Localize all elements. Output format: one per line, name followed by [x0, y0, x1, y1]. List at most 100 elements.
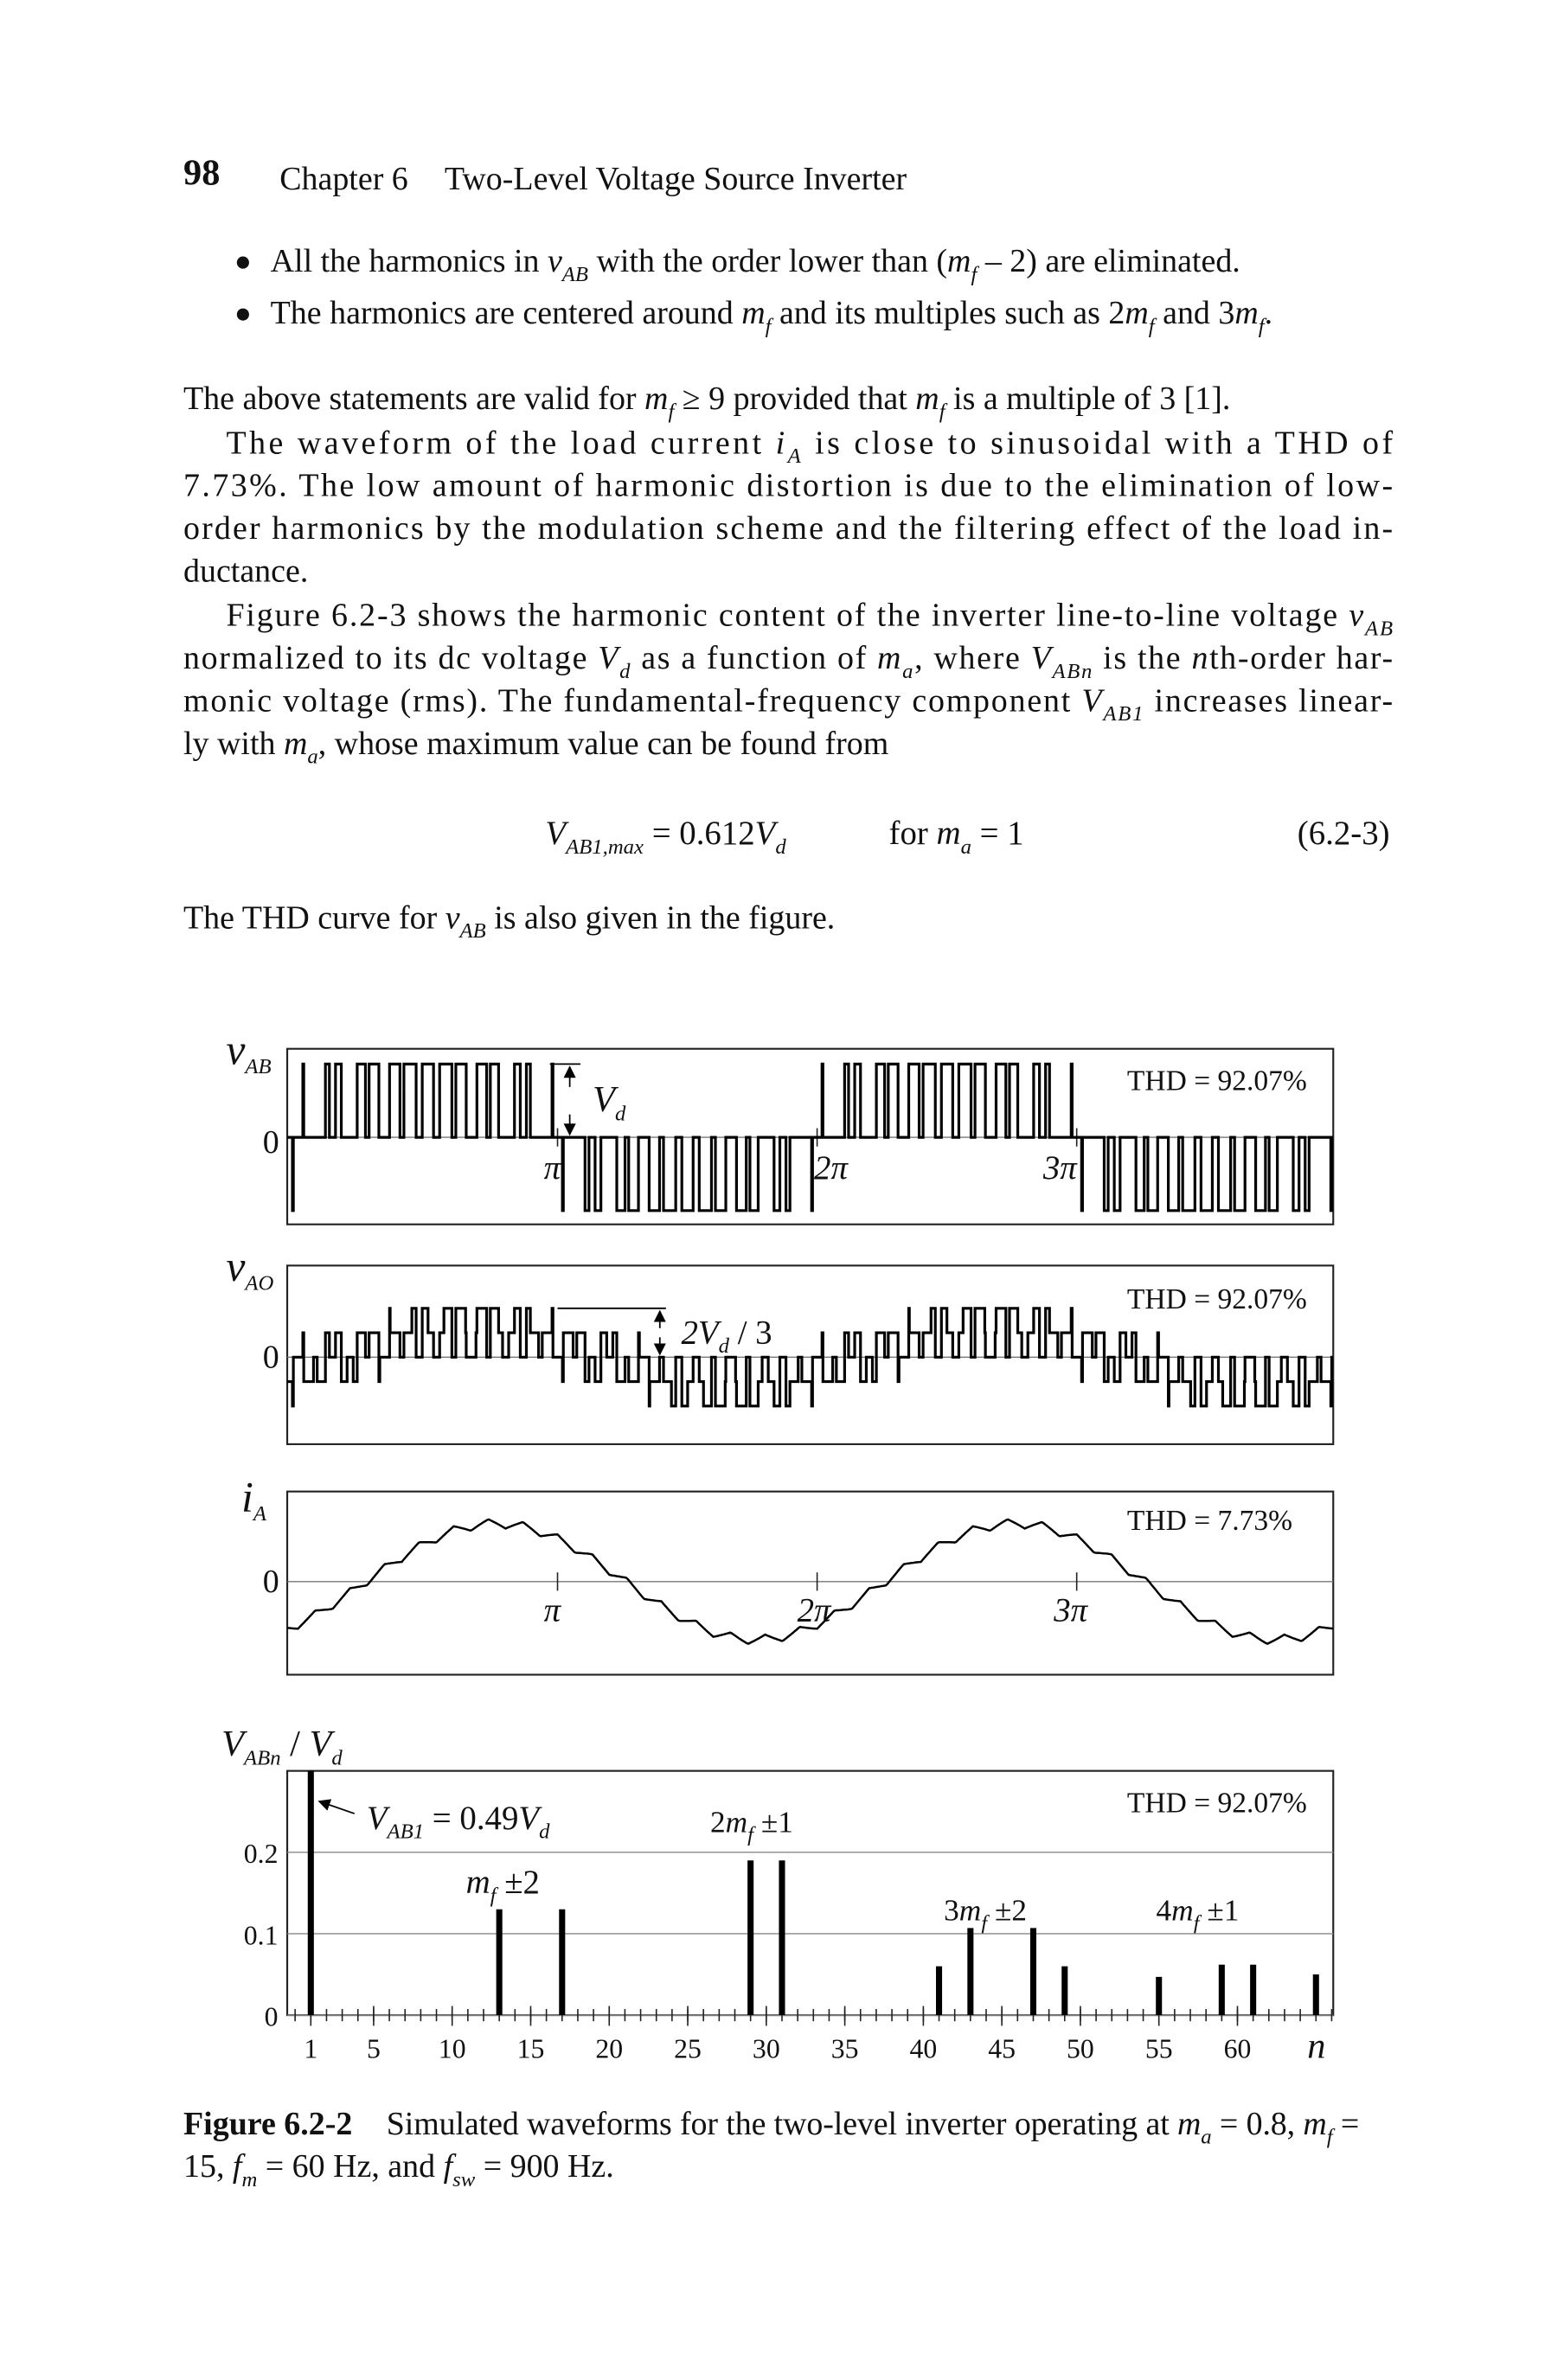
angle-label: π: [544, 1149, 562, 1187]
text-run: as a function of: [631, 640, 875, 676]
caption-line: Simulated waveforms for the two-level in…: [387, 2106, 1359, 2149]
text-run: , where: [914, 640, 1029, 676]
x-tick-label: 15: [517, 2034, 545, 2064]
x-tick-label: 25: [674, 2034, 702, 2064]
text-run: a: [1201, 2125, 1211, 2148]
angle-label: 2π: [814, 1149, 849, 1187]
thd-label: THD = 7.73%: [1127, 1505, 1292, 1537]
running-title: Two-Level Voltage Source Inverter: [445, 161, 907, 197]
x-tick-label: 40: [909, 2034, 937, 2064]
text-run: 2: [710, 1805, 726, 1839]
y-tick-label: 0: [265, 2001, 279, 2031]
text-run: d: [619, 660, 631, 683]
text-run: AB1: [1101, 702, 1143, 726]
thd-label: THD = 92.07%: [1127, 1787, 1307, 1819]
text-run: f: [939, 400, 948, 424]
text-run: = 1: [971, 815, 1024, 852]
harmonic-bar: [1061, 1966, 1068, 2016]
text-run: v: [226, 1026, 245, 1073]
text-run: d: [331, 1747, 343, 1770]
text-run: monic voltage (rms). The fundamental-fre…: [183, 683, 1080, 720]
text-run: .: [1265, 295, 1272, 331]
harmonic-bar: [1218, 1964, 1225, 2016]
zero-label: 0: [263, 1124, 279, 1161]
x-tick-label: 1: [304, 2034, 317, 2064]
text-run: d: [719, 1334, 730, 1358]
text-run: = 900 Hz.: [475, 2148, 613, 2185]
y-axis-title: VABn / Vd: [221, 1724, 343, 1770]
text-run: and 3: [1155, 295, 1235, 331]
text-run: V: [367, 1800, 391, 1837]
equation-number: (6.2-3): [1298, 815, 1390, 852]
text-run: The above statements are valid for: [183, 381, 644, 417]
text-run: and its multiples such as 2: [771, 295, 1125, 331]
x-tick-label: 20: [595, 2034, 623, 2064]
y-tick-label: 0.2: [244, 1839, 279, 1869]
spectrum-chart: 00.10.21 5 10 15 20 25 30 35 40 45 50 55 60: [244, 1770, 1334, 2064]
text-run: AB: [243, 1055, 271, 1078]
text-run: V: [310, 1724, 336, 1764]
text-run: = 0.8,: [1212, 2106, 1304, 2142]
current-waveform: [287, 1518, 1334, 1645]
text-run: m: [284, 726, 307, 762]
text-run: f: [981, 1911, 990, 1935]
harmonic-bar: [1029, 1928, 1037, 2016]
angle-label: 3π: [1053, 1592, 1088, 1629]
page-number: 98: [183, 153, 220, 194]
text-run: d: [615, 1103, 626, 1126]
text-run: 15,: [183, 2148, 233, 2185]
text-run: d: [775, 835, 786, 859]
equation-condition: for ma = 1: [889, 815, 1024, 859]
harmonic-bar: [559, 1909, 566, 2016]
text-line: ductance.: [183, 553, 308, 590]
text-run: Figure 6.2-3 shows the harmonic content …: [226, 598, 1347, 634]
text-run: is close to sinusoidal with a THD of: [804, 425, 1393, 461]
text-run: V: [545, 815, 569, 852]
waveforms: [287, 1062, 1334, 1645]
text-run: AB1: [386, 1820, 425, 1843]
text-run: is a multiple of 3 [1].: [945, 381, 1231, 417]
text-run: – 2) are eliminated.: [977, 243, 1240, 279]
dimension-label: 2Vd / 3: [681, 1314, 772, 1358]
text-run: = 60 Hz, and: [257, 2148, 443, 2185]
text-run: v: [548, 243, 562, 279]
x-tick-label: 30: [753, 2034, 780, 2064]
text-run: V: [598, 640, 621, 676]
x-axis-title: n: [1307, 2026, 1325, 2067]
panel-frame: [286, 1490, 1335, 1676]
text-line: The THD curve for vAB is also given in t…: [183, 899, 835, 943]
text-run: a: [961, 835, 971, 859]
annotation: VAB1 = 0.49Vd: [367, 1800, 550, 1844]
text-run: =: [1332, 2106, 1359, 2142]
text-run: m: [741, 295, 765, 331]
waveform: [287, 1307, 1334, 1408]
panel-label: iA: [241, 1474, 267, 1526]
text-run: A: [252, 1502, 267, 1526]
harmonic-bar: [1156, 1976, 1163, 2016]
x-tick-label: 45: [988, 2034, 1016, 2064]
text-run: d: [539, 1820, 550, 1843]
zero-label: 0: [263, 1564, 279, 1600]
text-run: AB: [1363, 617, 1393, 640]
text-line: monic voltage (rms). The fundamental-fre…: [183, 683, 1393, 726]
text-run: ±1: [1200, 1894, 1240, 1928]
text-run: normalized to its dc voltage: [183, 640, 597, 676]
text-run: for: [889, 815, 937, 852]
annotation: mf ±2: [466, 1864, 540, 1908]
text-run: ±2: [987, 1894, 1027, 1928]
text-run: m: [241, 2168, 257, 2191]
text-run: The harmonics are centered around: [271, 295, 742, 331]
text-run: ABn: [242, 1747, 281, 1770]
bullet: The harmonics are centered around m f and…: [271, 295, 1272, 338]
text-run: with the order lower than (: [588, 243, 947, 279]
text-run: All the harmonics in: [271, 243, 548, 279]
text-run: a: [307, 745, 317, 769]
text-run: f: [490, 1884, 499, 1907]
text-run: m: [466, 1864, 490, 1901]
text-run: f: [1259, 315, 1267, 338]
equation: VAB1,max = 0.612Vd: [545, 815, 786, 859]
x-tick-label: 50: [1067, 2034, 1094, 2064]
